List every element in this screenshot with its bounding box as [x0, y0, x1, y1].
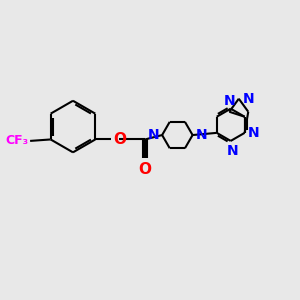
Text: CF₃: CF₃: [5, 134, 29, 147]
Text: N: N: [226, 144, 238, 158]
Text: O: O: [139, 162, 152, 177]
Text: N: N: [248, 126, 260, 140]
Text: N: N: [148, 128, 159, 142]
Text: O: O: [113, 132, 126, 147]
Text: N: N: [224, 94, 235, 108]
Text: N: N: [196, 128, 207, 142]
Text: N: N: [242, 92, 254, 106]
